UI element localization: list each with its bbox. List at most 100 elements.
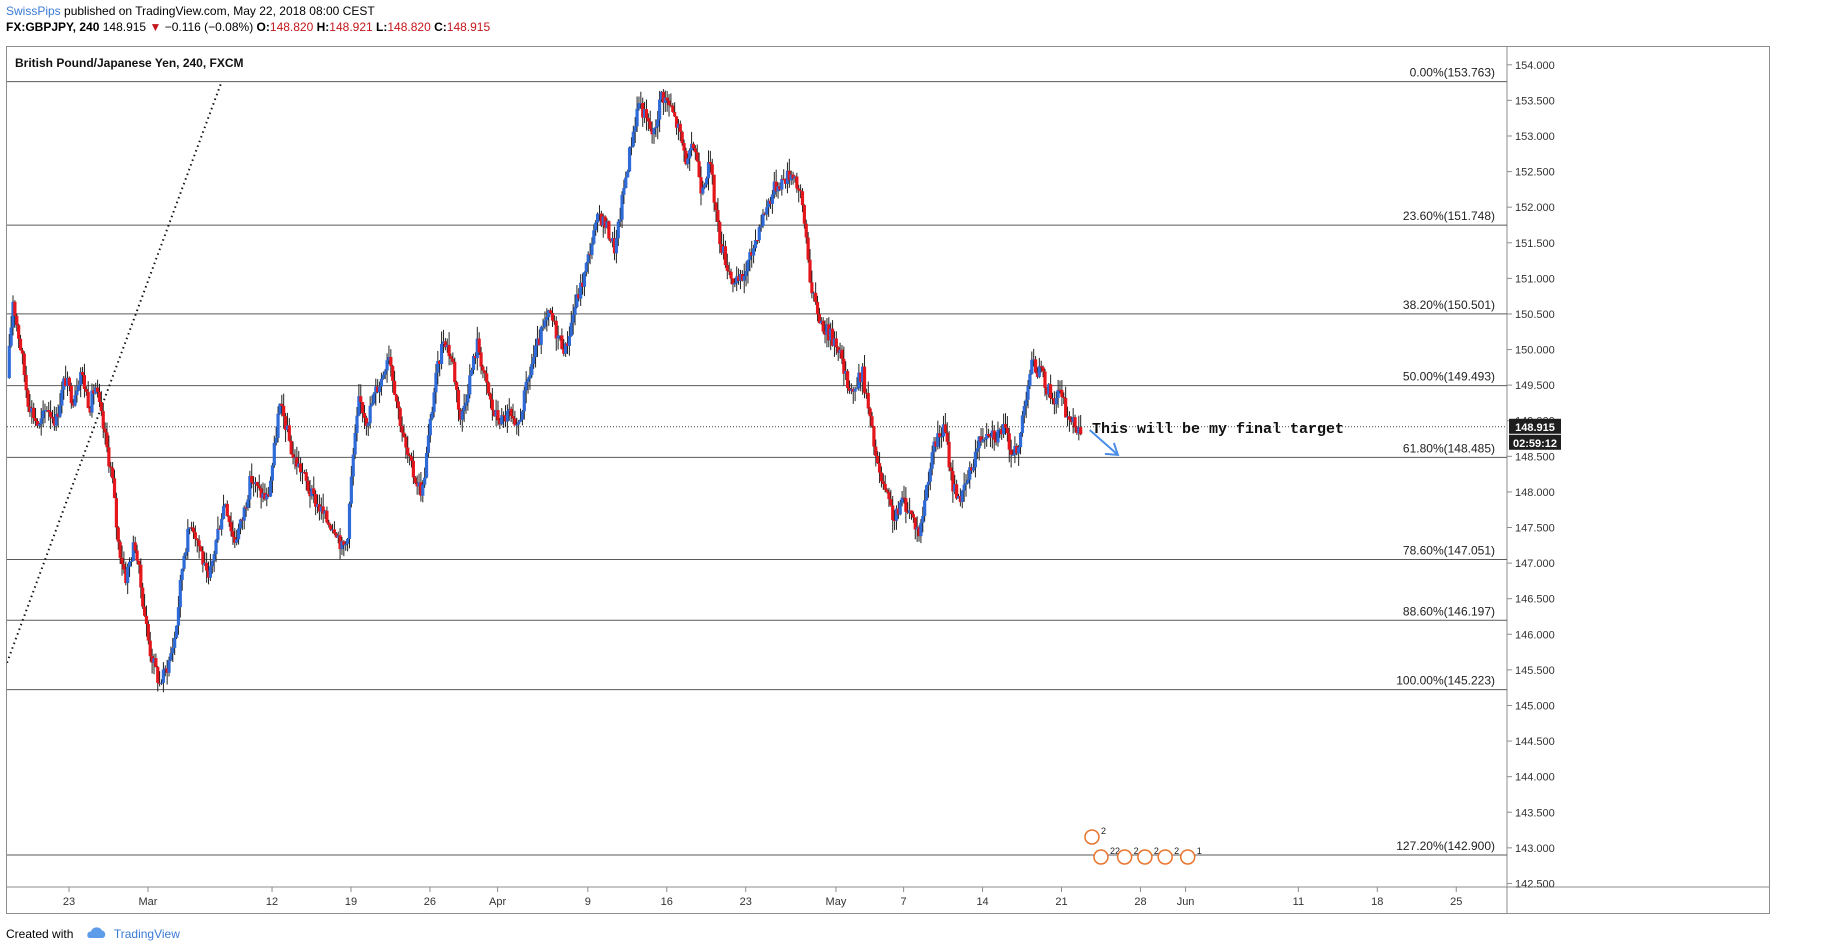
close-value: 148.915 <box>446 20 491 34</box>
candle-up <box>90 390 94 413</box>
candle-down <box>111 467 115 479</box>
candle-down <box>552 320 556 322</box>
candle-down <box>82 375 87 390</box>
candle-down <box>902 497 906 499</box>
candle-down <box>35 421 40 426</box>
candle-up <box>761 213 765 226</box>
candle-down <box>32 407 36 419</box>
candle-down <box>263 492 267 500</box>
open-label: O: <box>256 20 270 34</box>
candle-down <box>189 527 194 529</box>
candle-up <box>77 384 81 391</box>
candle-up <box>849 389 853 391</box>
event-count-label: 2 <box>1134 846 1139 856</box>
candle-down <box>71 403 75 406</box>
candle-down <box>697 161 701 178</box>
candle-up <box>468 375 472 395</box>
candle-down <box>458 409 462 420</box>
candle-down <box>588 254 592 256</box>
candle-down <box>827 324 831 341</box>
last-price-tag <box>1509 418 1561 434</box>
tradingview-link[interactable]: TradingView <box>113 927 180 941</box>
candle-down <box>842 358 846 374</box>
candle-up <box>829 328 833 341</box>
candle-up <box>265 494 269 500</box>
candle-down <box>225 503 229 517</box>
candle-down <box>896 508 900 515</box>
candle-down <box>911 514 915 518</box>
candle-down <box>650 128 654 135</box>
candle-up <box>703 184 707 188</box>
candle-down <box>943 424 947 433</box>
candle-down <box>80 372 85 376</box>
candle-down <box>438 360 442 364</box>
candle-down <box>537 338 541 345</box>
candle-up <box>973 451 978 468</box>
candle-up <box>203 562 207 565</box>
candle-up <box>65 377 70 387</box>
candle-down <box>362 412 367 418</box>
candle-up <box>381 374 385 379</box>
published-text: published on TradingView.com, May 22, 20… <box>64 4 375 18</box>
candle-up <box>1011 454 1015 456</box>
candle-up <box>272 442 276 466</box>
candle-up <box>855 388 859 390</box>
candle-down <box>808 259 812 283</box>
candle-down <box>419 482 423 496</box>
candle-up <box>212 554 216 561</box>
candle-down <box>859 372 863 383</box>
candle-up <box>759 225 763 228</box>
candle-down <box>406 447 410 455</box>
candle-up <box>686 158 690 165</box>
candle-down <box>1033 359 1038 373</box>
candle-up <box>370 403 374 406</box>
candle-down <box>934 441 938 447</box>
candle-up <box>688 150 692 159</box>
candle-up <box>765 207 769 215</box>
candle-down <box>945 432 949 442</box>
candle-down <box>67 377 72 386</box>
candle-down <box>18 338 23 351</box>
candle-down <box>1052 398 1056 405</box>
candle-up <box>533 345 538 358</box>
candle-up <box>507 408 511 412</box>
candle-up <box>780 178 784 190</box>
x-tick-label: 9 <box>585 896 591 908</box>
author-link[interactable]: SwissPips <box>6 4 61 18</box>
candle-up <box>971 467 976 471</box>
candle-down <box>408 454 412 457</box>
last-price: 148.915 <box>102 20 147 34</box>
price-chart[interactable]: British Pound/Japanese Yen, 240, FXCM142… <box>7 47 1769 913</box>
candle-up <box>597 213 602 215</box>
candle-up <box>676 123 681 128</box>
candle-down <box>229 522 233 532</box>
candle-down <box>118 541 122 558</box>
candle-down <box>415 483 419 487</box>
candle-up <box>981 439 985 442</box>
candle-down <box>768 200 773 204</box>
candle-up <box>622 188 626 195</box>
candle-up <box>624 177 628 189</box>
footer: Created with TradingView <box>6 927 180 942</box>
candle-up <box>462 405 466 411</box>
candle-down <box>101 411 105 429</box>
candle-up <box>926 481 931 486</box>
candle-down <box>259 488 263 498</box>
candle-down <box>455 382 459 390</box>
candle-up <box>377 386 382 393</box>
candle-up <box>432 392 436 412</box>
x-tick-label: 26 <box>424 896 436 908</box>
candle-up <box>825 324 829 335</box>
candle-up <box>60 389 64 406</box>
candle-up <box>464 402 468 406</box>
candle-down <box>107 447 111 467</box>
candle-down <box>488 393 493 400</box>
candle-down <box>411 460 415 478</box>
fib-level-label: 0.00%(153.763) <box>1410 66 1495 80</box>
candle-up <box>594 222 598 231</box>
candle-up <box>528 375 532 379</box>
candle-down <box>872 426 876 447</box>
candle-up <box>838 349 842 353</box>
candle-up <box>366 423 370 426</box>
candle-up <box>515 424 519 426</box>
